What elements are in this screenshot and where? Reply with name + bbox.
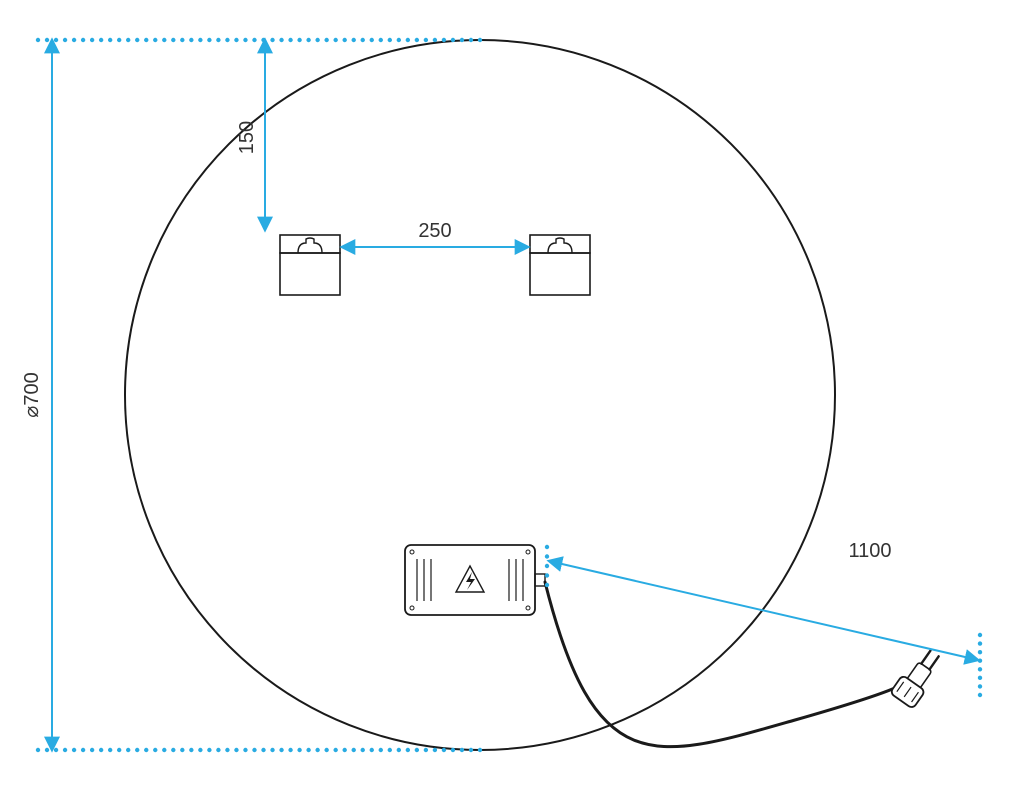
transformer-box — [405, 545, 545, 615]
dim-bracket-spacing-label: 250 — [418, 220, 451, 242]
power-plug — [890, 645, 946, 709]
technical-diagram: ⌀700 150 250 1100 — [0, 0, 1020, 791]
mount-bracket-right — [530, 235, 590, 295]
lightning-icon — [466, 572, 475, 590]
dim-diameter-label: ⌀700 — [21, 372, 43, 417]
mount-bracket-left — [280, 235, 340, 295]
dim-cable-length-label: 1100 — [848, 540, 891, 562]
power-cable — [545, 582, 915, 747]
dim-cable-length — [549, 561, 978, 660]
mirror-circle — [125, 40, 835, 750]
dim-top-offset-label: 150 — [236, 121, 258, 154]
